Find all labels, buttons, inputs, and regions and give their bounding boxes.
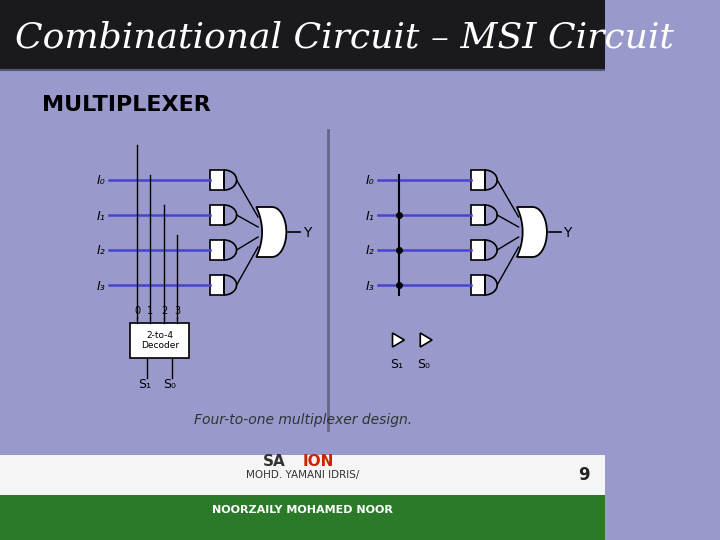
- Text: MOHD. YAMANI IDRIS/: MOHD. YAMANI IDRIS/: [246, 470, 359, 480]
- Polygon shape: [420, 333, 432, 347]
- FancyBboxPatch shape: [0, 455, 606, 495]
- FancyBboxPatch shape: [210, 170, 224, 190]
- Text: MULTIPLEXER: MULTIPLEXER: [42, 95, 211, 115]
- Text: Combinational Circuit – MSI Circuit: Combinational Circuit – MSI Circuit: [15, 21, 674, 55]
- Text: NOORZAILY MOHAMED NOOR: NOORZAILY MOHAMED NOOR: [212, 505, 393, 515]
- FancyBboxPatch shape: [210, 205, 224, 225]
- FancyBboxPatch shape: [471, 170, 485, 190]
- FancyBboxPatch shape: [210, 275, 224, 295]
- Text: I₃: I₃: [96, 280, 105, 293]
- FancyBboxPatch shape: [0, 0, 606, 70]
- FancyBboxPatch shape: [471, 205, 485, 225]
- FancyBboxPatch shape: [471, 275, 485, 295]
- Text: I₁: I₁: [366, 210, 374, 222]
- Text: Four-to-one multiplexer design.: Four-to-one multiplexer design.: [194, 413, 412, 427]
- Text: S₁: S₁: [390, 358, 403, 371]
- Text: I₂: I₂: [96, 245, 105, 258]
- Text: I₁: I₁: [96, 210, 105, 222]
- FancyBboxPatch shape: [210, 240, 224, 260]
- Polygon shape: [256, 207, 287, 257]
- FancyBboxPatch shape: [0, 495, 606, 540]
- Polygon shape: [392, 333, 405, 347]
- Text: 1: 1: [148, 307, 153, 316]
- Text: 2: 2: [161, 307, 167, 316]
- Text: 9: 9: [578, 466, 590, 484]
- Polygon shape: [517, 207, 547, 257]
- Text: 0: 0: [134, 307, 140, 316]
- Text: ION: ION: [302, 455, 334, 469]
- Text: S₁: S₁: [138, 377, 151, 390]
- Text: SA: SA: [263, 455, 286, 469]
- FancyBboxPatch shape: [130, 322, 189, 357]
- Text: Y: Y: [302, 226, 311, 240]
- Text: 3: 3: [174, 307, 181, 316]
- Text: S₀: S₀: [417, 358, 430, 371]
- Text: Decoder: Decoder: [140, 341, 179, 349]
- FancyBboxPatch shape: [471, 240, 485, 260]
- Text: S₀: S₀: [163, 377, 176, 390]
- Text: Y: Y: [563, 226, 572, 240]
- Text: I₀: I₀: [96, 174, 105, 187]
- Text: 2-to-4: 2-to-4: [146, 330, 174, 340]
- Text: I₃: I₃: [366, 280, 374, 293]
- Text: I₀: I₀: [366, 174, 374, 187]
- Text: I₂: I₂: [366, 245, 374, 258]
